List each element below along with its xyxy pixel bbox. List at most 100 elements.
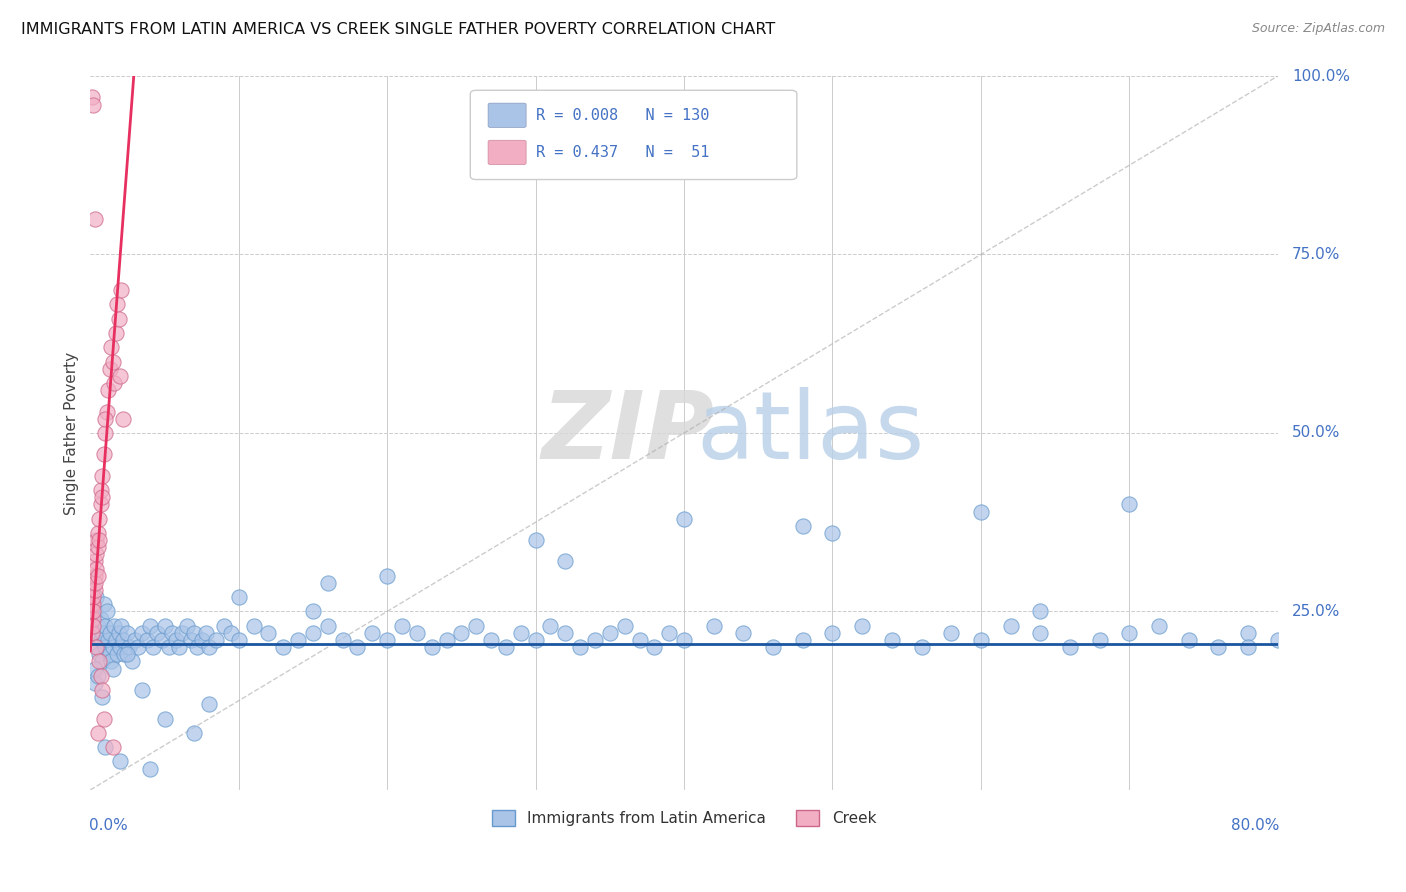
Point (83, 575, 105, 590)
Point (94, 740, 117, 755)
Point (105, 648, 128, 662)
Point (673, 632, 696, 647)
Point (658, 625, 681, 640)
Text: R = 0.008   N = 130: R = 0.008 N = 130 (536, 108, 709, 123)
Point (90, 497, 112, 511)
Point (160, 625, 183, 640)
Point (96, 404, 118, 418)
Point (131, 683, 153, 698)
Point (1029, 604, 1052, 618)
Point (90, 483, 112, 497)
Point (90, 632, 112, 647)
Point (84, 561, 107, 575)
Point (80, 597, 103, 611)
Point (150, 632, 173, 647)
Point (1059, 640, 1081, 654)
Point (117, 648, 139, 662)
Point (87, 540, 110, 554)
Point (569, 640, 592, 654)
Point (101, 662, 124, 676)
Text: 80.0%: 80.0% (1230, 819, 1279, 833)
Point (142, 640, 165, 654)
Point (105, 297, 128, 311)
Point (82, 97, 104, 112)
Point (228, 632, 250, 647)
Point (89, 511, 111, 525)
Point (183, 726, 205, 740)
Text: Source: ZipAtlas.com: Source: ZipAtlas.com (1251, 22, 1385, 36)
Point (127, 640, 149, 654)
Point (479, 632, 502, 647)
Point (1267, 632, 1289, 647)
Point (138, 618, 160, 632)
Point (420, 640, 443, 654)
Point (111, 411, 134, 425)
Point (104, 326, 127, 340)
Point (103, 618, 125, 632)
Point (91, 655, 114, 669)
Point (84, 590, 107, 604)
Point (1147, 618, 1170, 632)
Point (169, 640, 191, 654)
Point (82, 625, 104, 640)
Point (83, 568, 105, 582)
Point (880, 632, 903, 647)
Point (271, 640, 294, 654)
Point (117, 625, 139, 640)
Point (94, 425, 117, 440)
Point (100, 655, 122, 669)
Point (821, 525, 844, 540)
Point (375, 568, 398, 582)
Point (1029, 625, 1052, 640)
Point (87, 525, 110, 540)
Point (97, 383, 120, 397)
Point (91, 683, 114, 698)
Point (613, 618, 636, 632)
Point (103, 376, 125, 390)
Point (821, 625, 844, 640)
Point (89, 533, 111, 547)
Point (970, 632, 993, 647)
Point (79, 604, 101, 618)
FancyBboxPatch shape (470, 90, 797, 179)
Point (221, 625, 243, 640)
Point (80, 582, 103, 597)
Point (157, 640, 180, 654)
Point (450, 625, 472, 640)
Text: IMMIGRANTS FROM LATIN AMERICA VS CREEK SINGLE FATHER POVERTY CORRELATION CHART: IMMIGRANTS FROM LATIN AMERICA VS CREEK S… (21, 22, 775, 37)
Point (107, 311, 129, 326)
Text: ZIP: ZIP (541, 387, 714, 479)
Point (98, 361, 121, 376)
Point (83, 662, 105, 676)
Point (153, 712, 176, 726)
Point (89, 655, 111, 669)
Point (195, 625, 218, 640)
Point (87, 568, 110, 582)
Point (83, 676, 105, 690)
Point (114, 648, 136, 662)
Point (554, 554, 576, 568)
Point (82, 590, 104, 604)
Point (703, 618, 725, 632)
Point (80, 625, 103, 640)
Point (176, 618, 198, 632)
Point (599, 625, 621, 640)
Point (509, 625, 531, 640)
Point (87, 640, 110, 654)
Point (198, 640, 221, 654)
Point (124, 632, 146, 647)
Point (183, 625, 205, 640)
Point (108, 755, 131, 769)
Point (90, 669, 112, 683)
Point (138, 762, 160, 776)
Point (118, 640, 141, 654)
FancyBboxPatch shape (488, 103, 526, 128)
Point (733, 625, 755, 640)
FancyBboxPatch shape (488, 140, 526, 164)
Point (228, 590, 250, 604)
Point (111, 632, 134, 647)
Point (131, 625, 153, 640)
Point (91, 468, 114, 483)
Point (79, 590, 101, 604)
Point (84, 640, 107, 654)
